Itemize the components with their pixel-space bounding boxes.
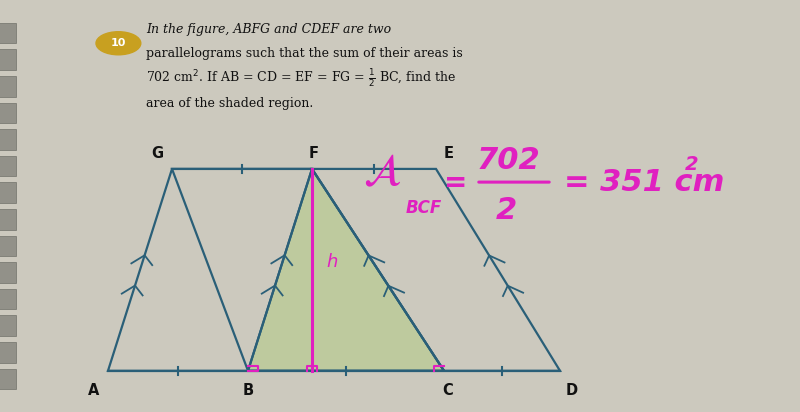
Text: D: D [566, 383, 578, 398]
Polygon shape [248, 169, 444, 371]
Text: =: = [444, 169, 468, 197]
Bar [0, 183, 16, 203]
Text: 2: 2 [685, 155, 699, 174]
Text: A: A [88, 383, 99, 398]
Text: parallelograms such that the sum of their areas is: parallelograms such that the sum of thei… [146, 47, 463, 60]
Bar [0, 103, 16, 123]
Text: area of the shaded region.: area of the shaded region. [146, 97, 314, 110]
Bar [0, 262, 16, 283]
Text: $h$: $h$ [326, 253, 338, 271]
Bar [0, 76, 16, 96]
Text: BCF: BCF [406, 199, 442, 217]
Bar [0, 342, 16, 363]
Bar [0, 23, 16, 43]
Text: C: C [442, 383, 454, 398]
Text: F: F [309, 146, 318, 161]
Text: 702: 702 [476, 146, 540, 175]
Text: B: B [242, 383, 254, 398]
Text: In the figure, ABFG and CDEF are two: In the figure, ABFG and CDEF are two [146, 23, 391, 36]
Text: G: G [151, 146, 164, 161]
Text: E: E [444, 146, 454, 161]
Text: 702 cm$^2$. If AB = CD = EF = FG = $\frac{1}{2}$ BC, find the: 702 cm$^2$. If AB = CD = EF = FG = $\fra… [146, 67, 457, 89]
Bar [0, 289, 16, 309]
Text: 2: 2 [496, 196, 517, 225]
Bar [0, 369, 16, 389]
Text: 10: 10 [110, 38, 126, 48]
Bar [0, 129, 16, 150]
Text: $\mathcal{A}$: $\mathcal{A}$ [363, 152, 402, 194]
Bar [0, 49, 16, 70]
Circle shape [96, 32, 141, 55]
Bar [0, 236, 16, 256]
Bar [0, 209, 16, 229]
Text: = 351 cm: = 351 cm [564, 168, 724, 197]
Bar [0, 156, 16, 176]
Bar [0, 316, 16, 336]
